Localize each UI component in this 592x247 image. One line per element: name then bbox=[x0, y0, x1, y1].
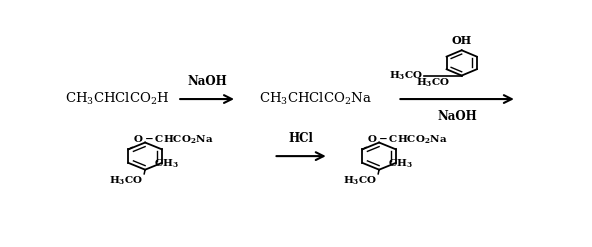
Text: $\mathregular{H_3CO}$: $\mathregular{H_3CO}$ bbox=[343, 174, 377, 187]
Text: $\mathregular{H_3CO}$: $\mathregular{H_3CO}$ bbox=[389, 69, 423, 82]
Text: $\mathregular{O-CHCO_2Na}$: $\mathregular{O-CHCO_2Na}$ bbox=[133, 133, 213, 145]
Text: NaOH: NaOH bbox=[437, 109, 477, 123]
Text: $\mathregular{CH_3}$: $\mathregular{CH_3}$ bbox=[388, 158, 413, 170]
Text: NaOH: NaOH bbox=[187, 75, 227, 88]
Text: $\mathregular{O-CHCO_2Na}$: $\mathregular{O-CHCO_2Na}$ bbox=[367, 133, 448, 145]
Text: $\mathregular{CH_3}$: $\mathregular{CH_3}$ bbox=[154, 158, 179, 170]
Text: $\mathregular{CH_3CHClCO_2H}$: $\mathregular{CH_3CHClCO_2H}$ bbox=[65, 91, 170, 107]
Text: $\mathregular{H_3CO}$: $\mathregular{H_3CO}$ bbox=[109, 174, 143, 187]
Text: HCl: HCl bbox=[289, 132, 314, 145]
Text: OH: OH bbox=[452, 35, 472, 46]
Text: $\mathregular{CH_3CHClCO_2Na}$: $\mathregular{CH_3CHClCO_2Na}$ bbox=[259, 91, 371, 107]
Text: $\mathregular{H_3CO}$: $\mathregular{H_3CO}$ bbox=[416, 76, 450, 89]
